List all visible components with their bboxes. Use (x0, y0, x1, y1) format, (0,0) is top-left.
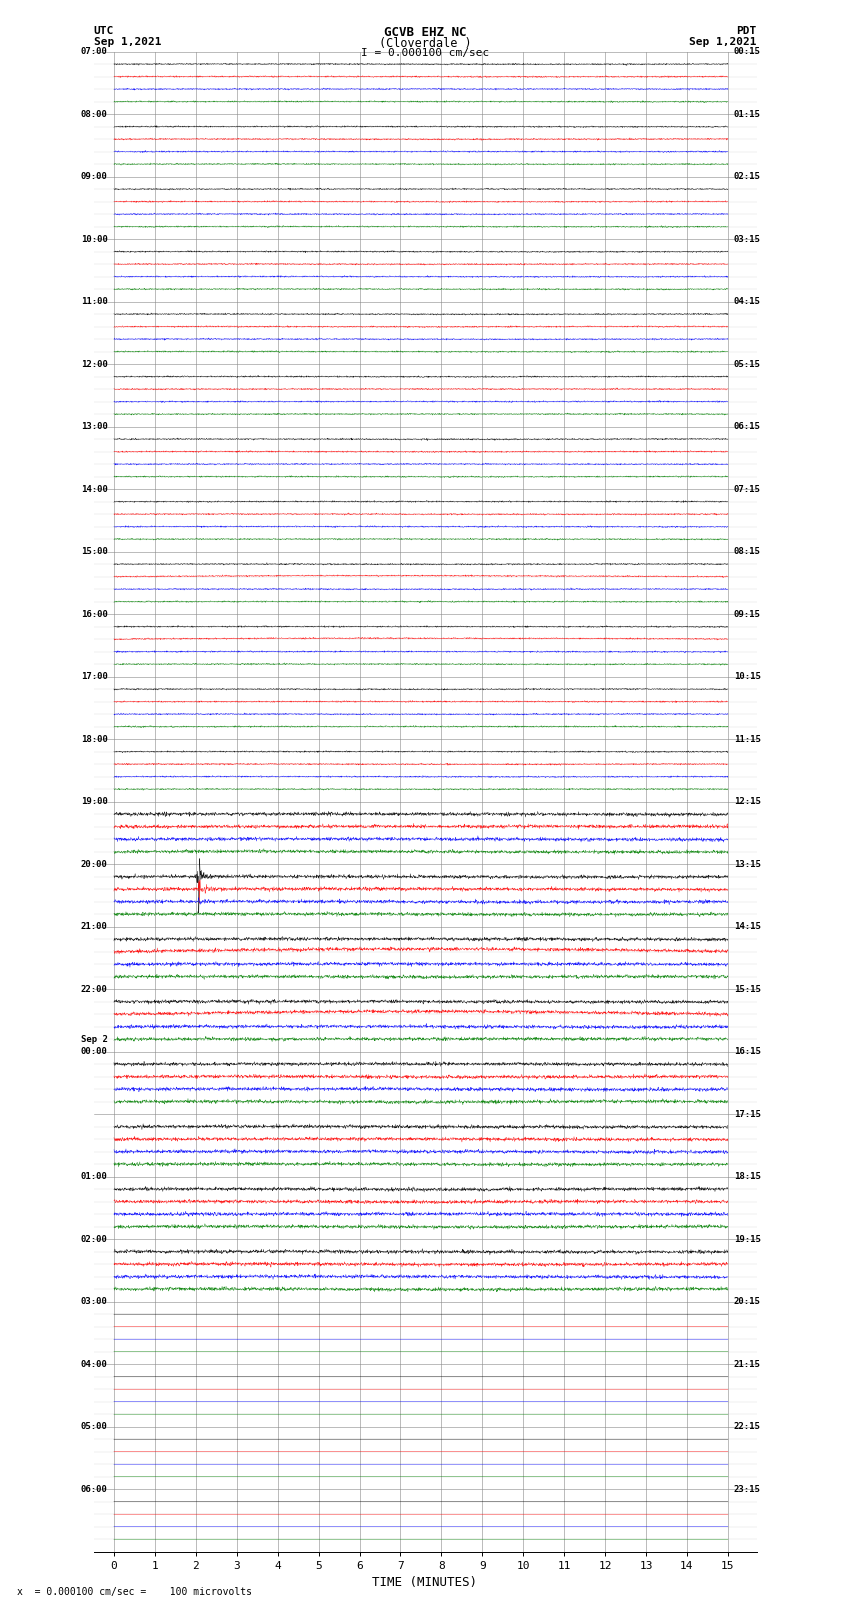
Text: 08:15: 08:15 (734, 547, 761, 556)
Text: (Cloverdale ): (Cloverdale ) (379, 37, 471, 50)
Text: 01:15: 01:15 (734, 110, 761, 119)
Text: 03:00: 03:00 (81, 1297, 108, 1307)
Text: 04:15: 04:15 (734, 297, 761, 306)
Text: 21:00: 21:00 (81, 923, 108, 931)
Text: 21:15: 21:15 (734, 1360, 761, 1369)
Text: UTC: UTC (94, 26, 114, 35)
Text: x  = 0.000100 cm/sec =    100 microvolts: x = 0.000100 cm/sec = 100 microvolts (17, 1587, 252, 1597)
Text: Sep 1,2021: Sep 1,2021 (94, 37, 161, 47)
Text: 20:00: 20:00 (81, 860, 108, 869)
Text: 13:15: 13:15 (734, 860, 761, 869)
Text: 12:15: 12:15 (734, 797, 761, 806)
Text: 11:15: 11:15 (734, 734, 761, 744)
Text: 03:15: 03:15 (734, 234, 761, 244)
Text: 09:00: 09:00 (81, 173, 108, 181)
Text: 00:00: 00:00 (81, 1047, 108, 1057)
X-axis label: TIME (MINUTES): TIME (MINUTES) (372, 1576, 478, 1589)
Text: 16:00: 16:00 (81, 610, 108, 619)
Text: 18:15: 18:15 (734, 1173, 761, 1181)
Text: PDT: PDT (736, 26, 756, 35)
Text: 14:00: 14:00 (81, 484, 108, 494)
Text: 02:15: 02:15 (734, 173, 761, 181)
Text: 07:00: 07:00 (81, 47, 108, 56)
Text: 11:00: 11:00 (81, 297, 108, 306)
Text: 05:15: 05:15 (734, 360, 761, 369)
Text: 13:00: 13:00 (81, 423, 108, 431)
Text: 16:15: 16:15 (734, 1047, 761, 1057)
Text: Sep 2: Sep 2 (81, 1036, 108, 1044)
Text: 10:00: 10:00 (81, 234, 108, 244)
Text: 18:00: 18:00 (81, 734, 108, 744)
Text: Sep 1,2021: Sep 1,2021 (689, 37, 756, 47)
Text: 15:15: 15:15 (734, 984, 761, 994)
Text: 14:15: 14:15 (734, 923, 761, 931)
Text: 08:00: 08:00 (81, 110, 108, 119)
Text: 10:15: 10:15 (734, 673, 761, 681)
Text: 04:00: 04:00 (81, 1360, 108, 1369)
Text: 17:00: 17:00 (81, 673, 108, 681)
Text: 20:15: 20:15 (734, 1297, 761, 1307)
Text: 17:15: 17:15 (734, 1110, 761, 1119)
Text: 00:15: 00:15 (734, 47, 761, 56)
Text: GCVB EHZ NC: GCVB EHZ NC (383, 26, 467, 39)
Text: 15:00: 15:00 (81, 547, 108, 556)
Text: 23:15: 23:15 (734, 1484, 761, 1494)
Text: I = 0.000100 cm/sec: I = 0.000100 cm/sec (361, 48, 489, 58)
Text: 07:15: 07:15 (734, 484, 761, 494)
Text: 12:00: 12:00 (81, 360, 108, 369)
Text: 22:00: 22:00 (81, 984, 108, 994)
Text: 19:15: 19:15 (734, 1234, 761, 1244)
Text: 02:00: 02:00 (81, 1234, 108, 1244)
Text: 06:15: 06:15 (734, 423, 761, 431)
Text: 01:00: 01:00 (81, 1173, 108, 1181)
Text: 06:00: 06:00 (81, 1484, 108, 1494)
Text: 09:15: 09:15 (734, 610, 761, 619)
Text: 19:00: 19:00 (81, 797, 108, 806)
Text: 05:00: 05:00 (81, 1423, 108, 1431)
Text: 22:15: 22:15 (734, 1423, 761, 1431)
